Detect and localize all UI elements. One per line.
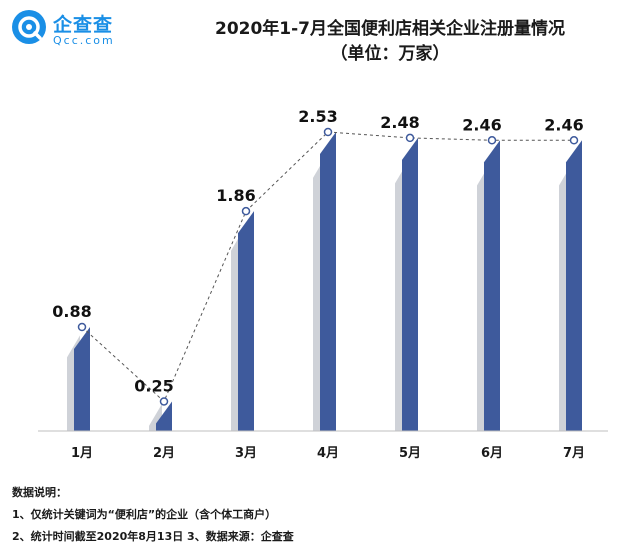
data-label: 0.88 bbox=[52, 302, 91, 321]
data-point bbox=[77, 322, 87, 332]
data-label: 2.53 bbox=[298, 107, 337, 126]
x-tick-label: 6月 bbox=[481, 446, 503, 461]
bar bbox=[74, 327, 90, 431]
data-point bbox=[487, 136, 497, 145]
data-point bbox=[569, 136, 579, 145]
bar bbox=[238, 211, 254, 431]
bar bbox=[320, 132, 336, 431]
logo-brand: 企查查 bbox=[53, 14, 114, 36]
magnifier-q-icon bbox=[12, 10, 46, 44]
bar-chart: 0.88 1月 0.25 2月 1.86 3月 2.53 4月 2.48 5月 2.46 6月 2.46… bbox=[38, 107, 608, 461]
data-label: 2.46 bbox=[544, 115, 583, 134]
x-tick-label: 1月 bbox=[71, 446, 93, 461]
data-point bbox=[159, 397, 169, 406]
data-label: 2.46 bbox=[462, 115, 501, 134]
notes-line-1: 1、仅统计关键词为“便利店”的企业（含个体工商户） bbox=[12, 508, 277, 521]
chart-unit: （单位：万家） bbox=[330, 44, 450, 64]
data-point bbox=[405, 133, 415, 143]
logo: 企查查 Qcc.com bbox=[12, 10, 142, 54]
x-tick-label: 3月 bbox=[235, 446, 257, 461]
data-point bbox=[323, 127, 333, 137]
data-label: 1.86 bbox=[216, 186, 255, 205]
logo-domain: Qcc.com bbox=[53, 34, 115, 47]
bar bbox=[402, 137, 418, 431]
bar bbox=[484, 140, 500, 431]
notes-line-2: 2、统计时间截至2020年8月13日 3、数据来源：企查查 bbox=[12, 530, 294, 543]
chart-title: 2020年1-7月全国便利店相关企业注册量情况 bbox=[214, 19, 566, 39]
bar bbox=[566, 140, 582, 431]
data-point bbox=[241, 206, 251, 216]
data-label: 0.25 bbox=[134, 376, 173, 395]
bar bbox=[156, 401, 172, 431]
x-tick-label: 2月 bbox=[153, 446, 175, 461]
x-tick-label: 5月 bbox=[399, 446, 421, 461]
notes-heading: 数据说明： bbox=[12, 486, 67, 499]
x-tick-label: 7月 bbox=[563, 446, 585, 461]
data-label: 2.48 bbox=[380, 113, 419, 132]
x-tick-label: 4月 bbox=[317, 446, 339, 461]
